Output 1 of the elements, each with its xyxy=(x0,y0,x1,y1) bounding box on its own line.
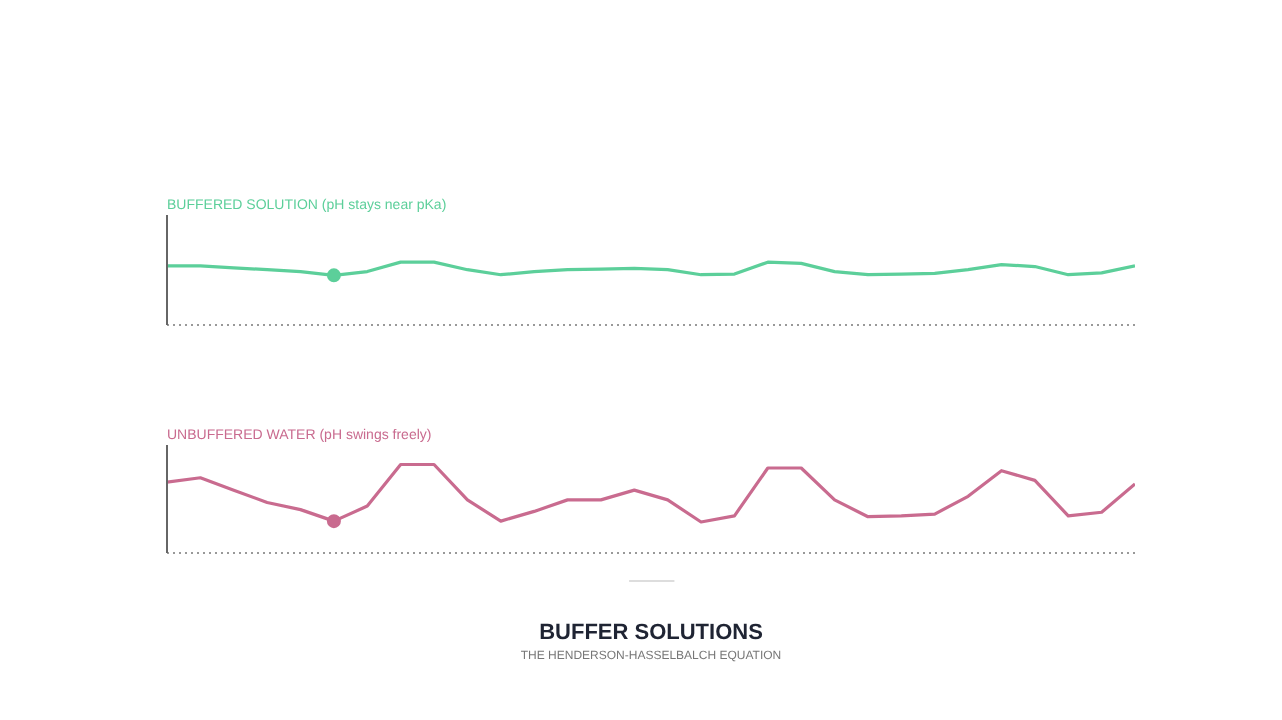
text: BUFFER SOLUTIONS xyxy=(539,621,763,645)
